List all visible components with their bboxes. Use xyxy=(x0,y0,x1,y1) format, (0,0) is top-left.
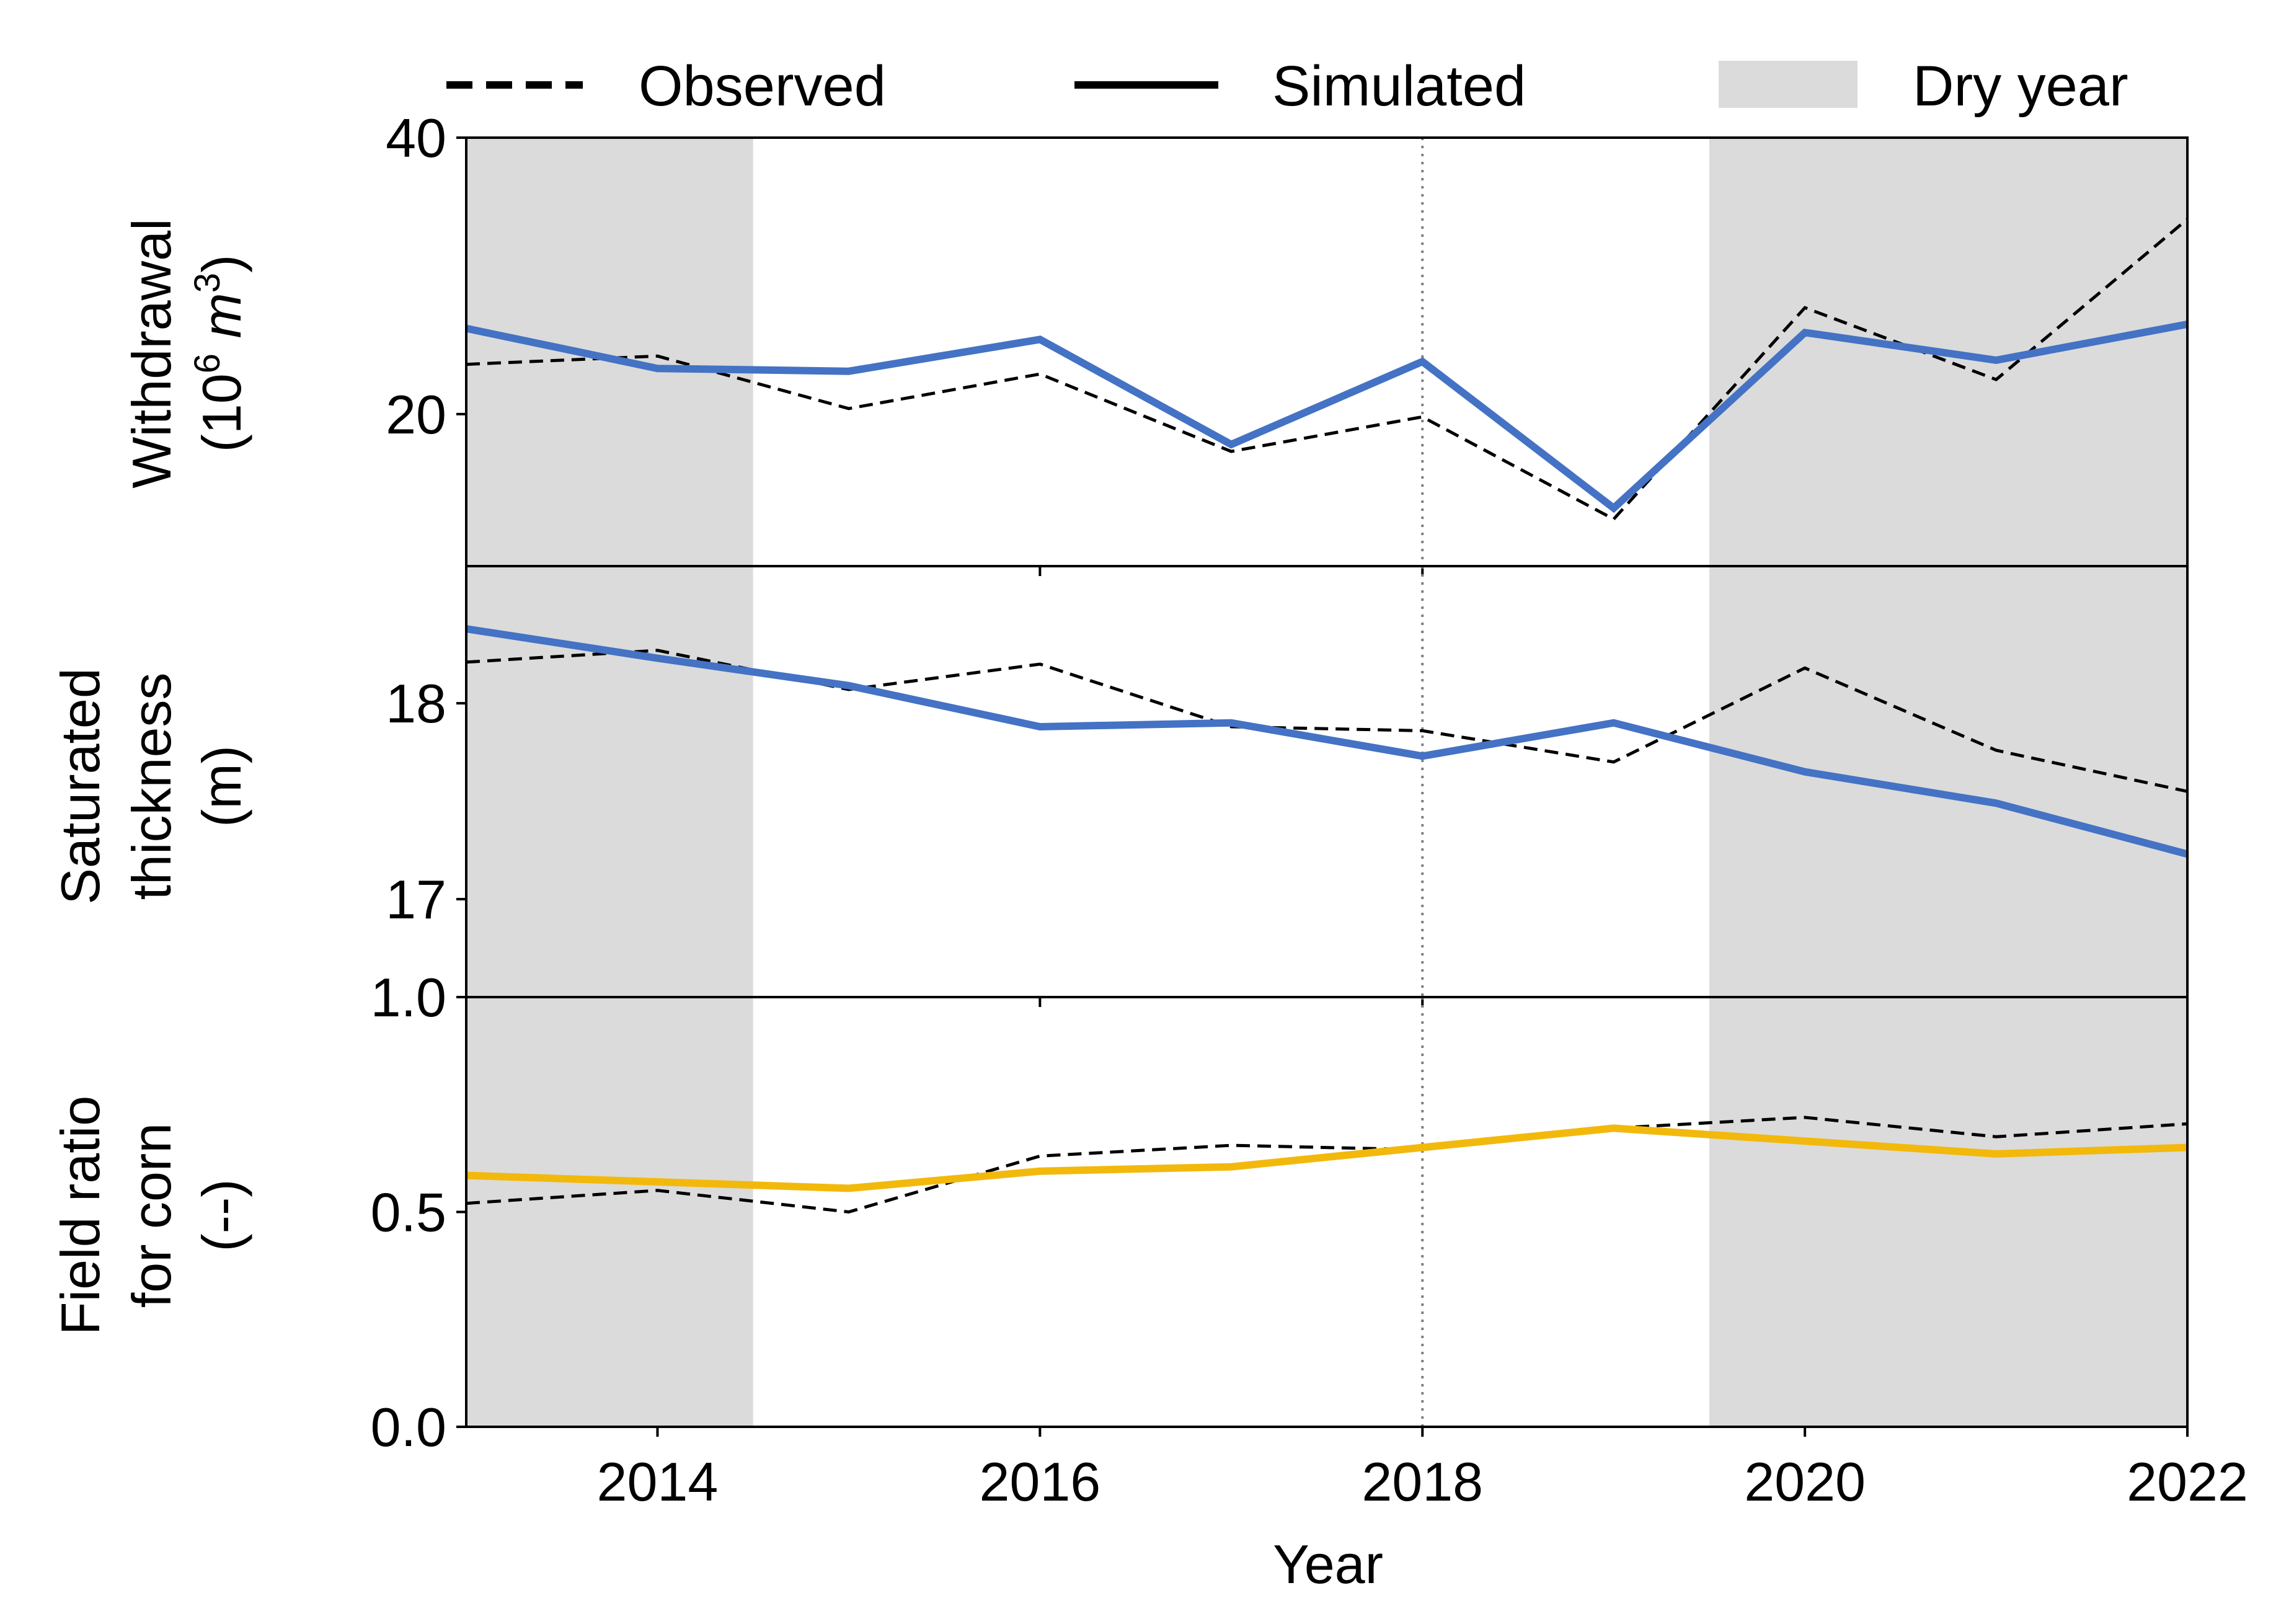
withdrawal-ytick-label-40: 40 xyxy=(386,107,446,169)
legend-observed-label: Observed xyxy=(639,55,886,118)
x-tick-label-2014: 2014 xyxy=(597,1451,719,1512)
field-ratio-ytick-label-0.0: 0.0 xyxy=(371,1396,446,1458)
withdrawal-ytick-label-20: 20 xyxy=(386,384,446,445)
thickness-ytick-label-17: 17 xyxy=(386,869,446,930)
thickness-ytick-label-18: 18 xyxy=(386,673,446,734)
thickness-simulated-line xyxy=(466,625,2189,858)
x-tick-label-2020: 2020 xyxy=(1744,1451,1866,1512)
x-tick-label-2016: 2016 xyxy=(979,1451,1101,1512)
panel-field-ratio: 0.0 0.5 1.0 Field ratio for corn (--) xyxy=(50,967,2189,1458)
panel-withdrawal: 20 40 Withdrawal (106 m3) xyxy=(121,107,2189,576)
field-ratio-ylabel-line2: for corn xyxy=(121,1123,182,1308)
thickness-observed-line xyxy=(466,649,2188,793)
x-tick-label-2022: 2022 xyxy=(2127,1451,2248,1512)
field-ratio-ytick-label-0.5: 0.5 xyxy=(371,1182,446,1243)
panel-saturated-thickness: 17 18 Saturated thickness (m) xyxy=(50,565,2189,1007)
field-ratio-ytick-label-1.0: 1.0 xyxy=(371,967,446,1028)
field-ratio-ylabel-line3: (--) xyxy=(191,1179,252,1251)
x-tick-labels: 2014 2016 2018 2020 2022 xyxy=(597,1451,2248,1512)
thickness-dry-period-1 xyxy=(1709,566,2187,997)
thickness-ylabel-line2: thickness xyxy=(121,673,182,900)
field-ratio-ylabel-line1: Field ratio xyxy=(50,1096,111,1335)
legend-simulated-label: Simulated xyxy=(1272,55,1526,118)
thickness-ylabel-line1: Saturated xyxy=(50,668,111,905)
withdrawal-ylabel-line2: (106 m3) xyxy=(187,255,252,453)
thickness-ylabel-line3: (m) xyxy=(191,745,252,827)
x-tick-label-2018: 2018 xyxy=(1362,1451,1483,1512)
x-axis-label: Year xyxy=(1273,1533,1383,1595)
legend-dry-year-swatch xyxy=(1719,61,1858,108)
legend-dry-year-label: Dry year xyxy=(1913,55,2128,118)
thickness-dry-period-0 xyxy=(466,566,753,997)
withdrawal-simulated-line xyxy=(465,321,2189,513)
field-ratio-dry-period-0 xyxy=(466,997,753,1427)
field-ratio-dry-period-1 xyxy=(1709,997,2187,1427)
legend: Observed Simulated Dry year xyxy=(446,55,2128,118)
field-ratio-observed-line xyxy=(466,1116,2188,1214)
withdrawal-dry-period-0 xyxy=(466,138,753,566)
withdrawal-ylabel-line1: Withdrawal xyxy=(121,218,182,488)
field-ratio-simulated-line xyxy=(466,1124,2188,1192)
